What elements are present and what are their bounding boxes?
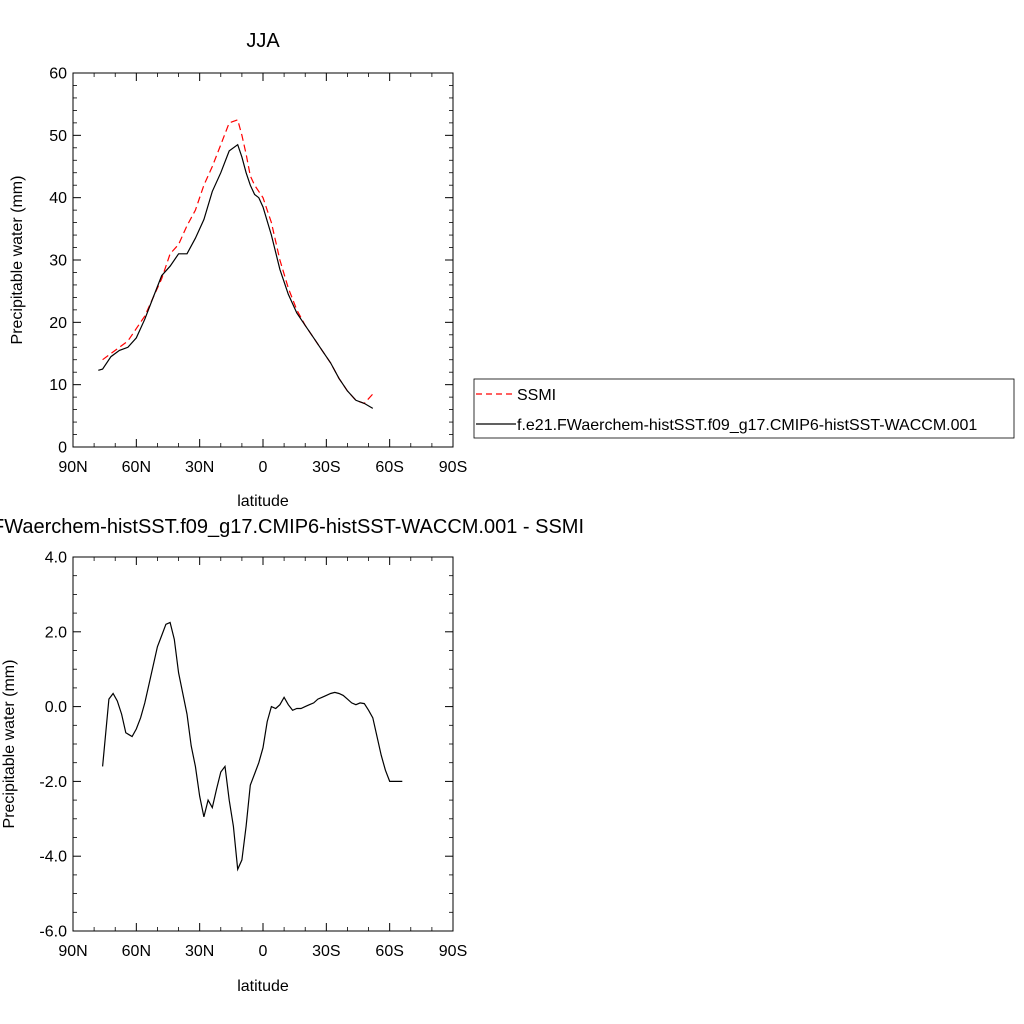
series-group-top xyxy=(98,119,374,409)
y-tick-label-bottom: -4.0 xyxy=(39,849,67,866)
x-axis-title-top: latitude xyxy=(237,493,289,510)
y-tick-label-top: 0 xyxy=(58,440,67,457)
y-tick-label-top: 60 xyxy=(49,66,67,83)
series-line-top-0 xyxy=(102,119,374,405)
x-tick-label-bottom: 60S xyxy=(375,943,403,960)
y-axis-title-bottom: Precipitable water (mm) xyxy=(1,660,18,829)
x-tick-label-top: 60N xyxy=(122,459,151,476)
y-tick-label-bottom: 4.0 xyxy=(45,550,67,567)
tick-group-bottom: 90N 60N 30N 0 30S 60S 90S -6.0 -4.0 -2.0 0.0 2.0 4.0 xyxy=(39,550,467,961)
x-tick-label-top: 30S xyxy=(312,459,340,476)
plot-frame-top xyxy=(72,72,454,448)
series-group-bottom xyxy=(102,621,403,872)
x-tick-label-bottom: 90S xyxy=(439,943,467,960)
y-tick-label-top: 20 xyxy=(49,315,67,332)
series-line-top-1 xyxy=(98,143,374,409)
legend-label-model: f.e21.FWaerchem-histSST.f09_g17.CMIP6-hi… xyxy=(517,417,977,434)
legend-label-ssmi: SSMI xyxy=(517,387,556,404)
x-tick-label-bottom: 30S xyxy=(312,943,340,960)
x-tick-label-bottom: 60N xyxy=(122,943,151,960)
x-tick-label-bottom: 30N xyxy=(185,943,214,960)
y-tick-label-top: 50 xyxy=(49,128,67,145)
x-tick-label-top: 90S xyxy=(439,459,467,476)
y-tick-label-top: 40 xyxy=(49,190,67,207)
x-tick-label-top: 90N xyxy=(58,459,87,476)
legend: SSMI f.e21.FWaerchem-histSST.f09_g17.CMI… xyxy=(473,378,1015,439)
chart-title-top: JJA xyxy=(246,30,280,52)
legend-box xyxy=(473,378,1015,439)
series-line-bottom-0 xyxy=(102,621,403,872)
y-tick-label-top: 30 xyxy=(49,253,67,270)
chart-title-bottom: f.e21.FWaerchem-histSST.f09_g17.CMIP6-hi… xyxy=(0,516,584,538)
x-tick-label-bottom: 0 xyxy=(259,943,268,960)
y-axis-title-top: Precipitable water (mm) xyxy=(9,176,26,345)
tick-group-top: 90N 60N 30N 0 30S 60S 90S 0 10 20 30 40 50 60 xyxy=(49,66,467,477)
panel-bottom: f.e21.FWaerchem-histSST.f09_g17.CMIP6-hi… xyxy=(0,516,584,995)
x-tick-label-top: 0 xyxy=(259,459,268,476)
y-tick-label-bottom: -2.0 xyxy=(39,774,67,791)
x-axis-title-bottom: latitude xyxy=(237,978,289,995)
x-tick-label-top: 60S xyxy=(375,459,403,476)
y-tick-label-bottom: 0.0 xyxy=(45,699,67,716)
x-tick-label-top: 30N xyxy=(185,459,214,476)
panel-top: JJA 90N 60N 30N 0 30S 60S 90S 0 10 20 30 40 50 60 lat… xyxy=(9,30,1015,510)
y-tick-label-top: 10 xyxy=(49,377,67,394)
y-tick-label-bottom: -6.0 xyxy=(39,924,67,941)
y-tick-label-bottom: 2.0 xyxy=(45,624,67,641)
x-tick-label-bottom: 90N xyxy=(58,943,87,960)
